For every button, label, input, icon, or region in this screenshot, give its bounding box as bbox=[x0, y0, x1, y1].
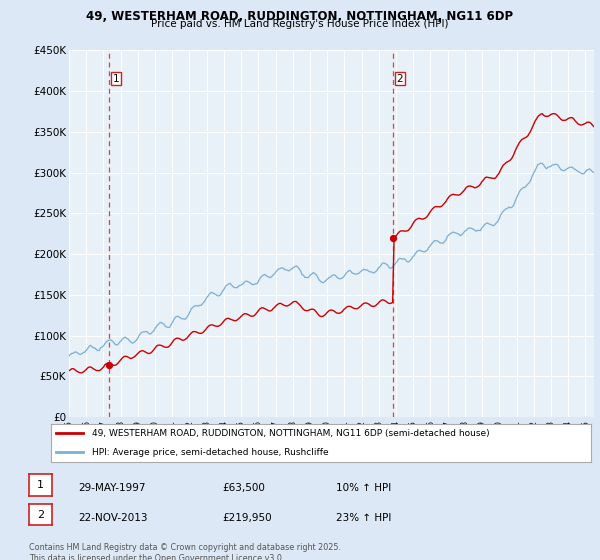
Text: 1: 1 bbox=[113, 74, 119, 84]
Text: Contains HM Land Registry data © Crown copyright and database right 2025.
This d: Contains HM Land Registry data © Crown c… bbox=[29, 543, 341, 560]
Point bbox=[104, 361, 114, 370]
Text: 29-MAY-1997: 29-MAY-1997 bbox=[78, 483, 146, 493]
Text: Price paid vs. HM Land Registry's House Price Index (HPI): Price paid vs. HM Land Registry's House … bbox=[151, 19, 449, 29]
Text: 10% ↑ HPI: 10% ↑ HPI bbox=[336, 483, 391, 493]
Text: 1: 1 bbox=[37, 480, 44, 490]
Text: 22-NOV-2013: 22-NOV-2013 bbox=[78, 513, 148, 523]
Text: HPI: Average price, semi-detached house, Rushcliffe: HPI: Average price, semi-detached house,… bbox=[91, 448, 328, 457]
Text: 49, WESTERHAM ROAD, RUDDINGTON, NOTTINGHAM, NG11 6DP (semi-detached house): 49, WESTERHAM ROAD, RUDDINGTON, NOTTINGH… bbox=[91, 429, 489, 438]
Text: 49, WESTERHAM ROAD, RUDDINGTON, NOTTINGHAM, NG11 6DP: 49, WESTERHAM ROAD, RUDDINGTON, NOTTINGH… bbox=[86, 10, 514, 23]
Text: £63,500: £63,500 bbox=[222, 483, 265, 493]
Text: 2: 2 bbox=[397, 74, 403, 84]
Text: £219,950: £219,950 bbox=[222, 513, 272, 523]
Text: 2: 2 bbox=[37, 510, 44, 520]
Point bbox=[388, 234, 398, 242]
Text: 23% ↑ HPI: 23% ↑ HPI bbox=[336, 513, 391, 523]
